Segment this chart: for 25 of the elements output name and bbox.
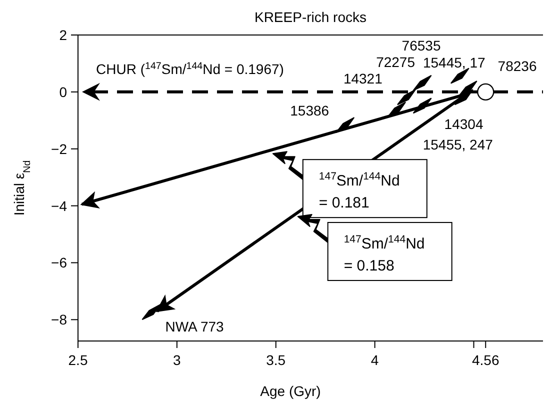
annotation: 15445, 17	[422, 54, 486, 70]
annotation: 76535	[402, 37, 441, 54]
text: $^{147}$Sm/$^{144}$Nd = 0.158	[344, 233, 425, 274]
y-tick-label: −2	[51, 140, 68, 157]
x-tick-label: 4	[370, 352, 379, 368]
annotation: 14304	[444, 116, 484, 132]
y-tick-label: −8	[51, 312, 68, 328]
annotation: 72275	[376, 54, 416, 70]
annotation: 78236	[498, 58, 537, 74]
annotation: CHUR ($^{147}$Sm/$^{144}$Nd = 0.1967)	[96, 60, 284, 77]
chart-title: KREEP-rich rocks	[254, 9, 367, 25]
x-tick-label: 4.56	[472, 352, 500, 368]
x-tick-label: 3.5	[266, 352, 286, 368]
annotation: 15455, 247	[422, 136, 494, 153]
y-tick-label: 0	[59, 84, 68, 100]
annotation: 14321	[343, 70, 383, 87]
annotation: 15386	[290, 102, 330, 119]
y-tick-label: −6	[51, 254, 68, 271]
y-tick-label: 2	[59, 27, 68, 43]
x-tick-label: 3	[173, 352, 182, 368]
x-tick-label: 2.5	[68, 352, 88, 368]
annotation: NWA 773	[165, 318, 224, 335]
text: $^{147}$Sm/$^{144}$Nd = 0.181	[318, 170, 400, 212]
x-axis-title: Age (Gyr)	[260, 383, 321, 399]
y-tick-label: −4	[51, 198, 68, 214]
